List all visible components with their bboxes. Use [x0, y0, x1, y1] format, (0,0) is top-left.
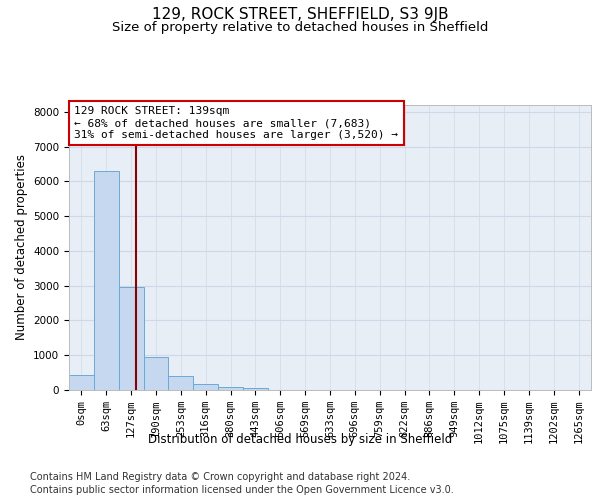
- Bar: [94, 171, 119, 390]
- Text: Contains public sector information licensed under the Open Government Licence v3: Contains public sector information licen…: [30, 485, 454, 495]
- Y-axis label: Number of detached properties: Number of detached properties: [14, 154, 28, 340]
- Bar: [193, 384, 218, 390]
- Bar: [218, 386, 243, 390]
- Bar: [169, 376, 193, 390]
- Bar: [119, 288, 143, 390]
- Text: Contains HM Land Registry data © Crown copyright and database right 2024.: Contains HM Land Registry data © Crown c…: [30, 472, 410, 482]
- Text: 129, ROCK STREET, SHEFFIELD, S3 9JB: 129, ROCK STREET, SHEFFIELD, S3 9JB: [152, 8, 448, 22]
- Bar: [69, 375, 94, 390]
- Text: Size of property relative to detached houses in Sheffield: Size of property relative to detached ho…: [112, 21, 488, 34]
- Bar: [143, 357, 169, 390]
- Text: Distribution of detached houses by size in Sheffield: Distribution of detached houses by size …: [148, 432, 452, 446]
- Bar: [243, 388, 268, 390]
- Text: 129 ROCK STREET: 139sqm
← 68% of detached houses are smaller (7,683)
31% of semi: 129 ROCK STREET: 139sqm ← 68% of detache…: [74, 106, 398, 140]
